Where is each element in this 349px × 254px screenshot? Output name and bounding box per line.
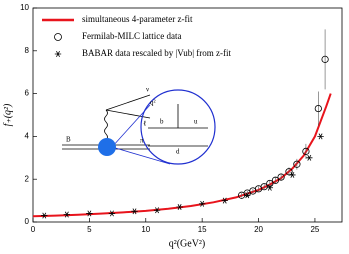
babar-point (131, 208, 138, 215)
x-tick-label: 5 (87, 225, 92, 234)
lattice-point (285, 168, 293, 176)
lattice-point (302, 147, 310, 155)
babar-point (317, 133, 324, 140)
legend-label: simultaneous 4-parameter z-fit (82, 14, 193, 24)
inset-label: π (140, 137, 144, 145)
lattice-point (266, 179, 274, 188)
babar-point (221, 197, 228, 204)
legend-swatch (54, 33, 62, 41)
lattice-point (271, 176, 280, 184)
y-tick-label: 8 (25, 46, 30, 55)
babar-point (306, 154, 313, 161)
babar-point (266, 184, 274, 191)
inset-diagram (62, 89, 216, 165)
babar-point (86, 210, 93, 217)
babar-point (153, 207, 161, 214)
inset-label: q² (150, 99, 156, 107)
y-tick-label: 10 (20, 3, 29, 12)
inset-label: b (160, 118, 164, 126)
lattice-point (293, 160, 301, 168)
x-tick-label: 0 (31, 225, 36, 234)
babar-point (108, 210, 116, 217)
legend-label: BABAR data rescaled by |Vub| from z-fit (82, 48, 232, 58)
babar-point (244, 192, 251, 199)
legend-label: Fermilab-MILC lattice data (82, 31, 181, 41)
y-tick-label: 4 (25, 132, 30, 141)
y-axis-label: f₊(q²) (2, 103, 13, 126)
inset-label: ν (146, 86, 149, 94)
inset-blob (98, 138, 116, 156)
fit-curve (32, 93, 332, 218)
y-tick-label: 0 (25, 217, 30, 226)
babar-point (198, 200, 206, 207)
legend-swatch (54, 51, 62, 57)
y-tick-label: 2 (25, 174, 30, 183)
x-axis-label: q²(GeV²) (169, 238, 206, 249)
x-tick-label: 15 (198, 225, 207, 234)
lattice-point (314, 104, 322, 113)
lattice-point (321, 55, 329, 63)
babar-point (41, 212, 48, 219)
inset-label: d (176, 148, 180, 156)
babar-point (63, 211, 71, 218)
babar-point (176, 204, 183, 210)
y-tick-label: 6 (25, 89, 30, 98)
lattice-point (277, 173, 285, 181)
inset-label: ℓ (143, 120, 146, 128)
inset-label: u (194, 118, 198, 126)
lattice-point (260, 183, 268, 191)
babar-point (289, 171, 296, 178)
plot-frame (32, 7, 343, 223)
x-tick-label: 10 (141, 225, 150, 234)
x-tick-label: 25 (310, 225, 319, 234)
inset-label: B (66, 136, 71, 144)
x-tick-label: 20 (254, 225, 263, 234)
